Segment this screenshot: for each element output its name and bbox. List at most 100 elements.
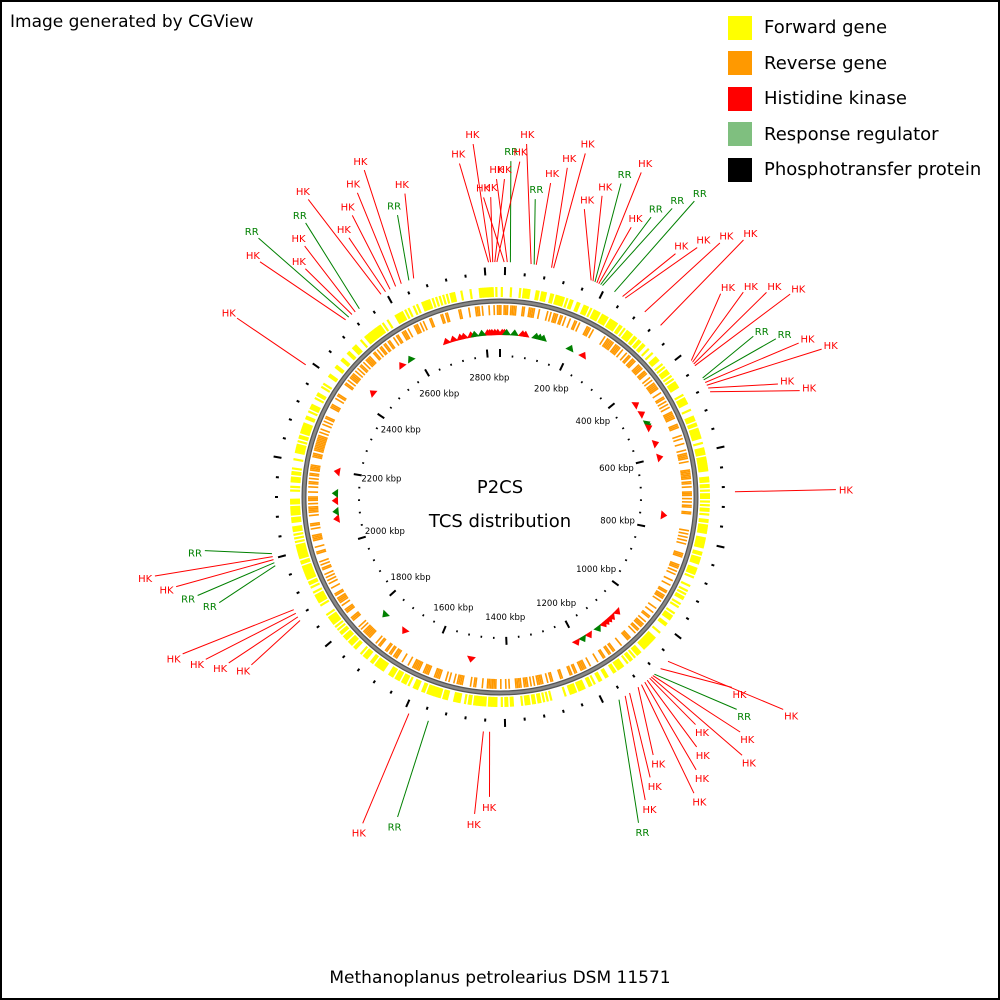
forward-gene	[633, 644, 642, 654]
reverse-gene	[388, 645, 396, 655]
forward-gene	[290, 478, 301, 482]
histidine-kinase-marker	[520, 330, 530, 338]
histidine-kinase-label: HK	[562, 154, 577, 165]
forward-gene	[442, 689, 447, 700]
response-regulator-callout-line	[614, 200, 695, 293]
forward-gene	[622, 330, 631, 341]
forward-gene	[378, 660, 387, 670]
kbp-minor-tick	[378, 569, 382, 573]
phosphotransfer-protein	[288, 418, 293, 421]
kbp-minor-tick	[603, 589, 607, 593]
reverse-gene	[336, 394, 346, 402]
histidine-kinase-label: HK	[580, 196, 595, 207]
reverse-gene	[444, 312, 450, 323]
reverse-gene	[672, 553, 683, 558]
reverse-gene	[319, 557, 330, 563]
forward-gene	[693, 544, 705, 549]
forward-gene	[521, 288, 526, 299]
kbp-minor-tick	[629, 547, 633, 550]
reverse-gene	[558, 668, 564, 679]
reverse-gene	[478, 306, 481, 317]
reverse-gene	[346, 605, 356, 614]
reverse-gene	[380, 345, 388, 355]
reverse-gene	[308, 480, 319, 484]
forward-gene	[395, 313, 403, 324]
kbp-major-tick	[635, 460, 644, 465]
reverse-gene	[647, 384, 657, 392]
reverse-gene	[474, 306, 478, 317]
forward-gene	[527, 288, 531, 300]
forward-gene	[604, 318, 613, 328]
legend-label: Reverse gene	[764, 52, 888, 74]
reverse-gene	[368, 629, 377, 639]
reverse-gene	[567, 665, 573, 676]
reverse-gene	[320, 428, 331, 434]
forward-gene	[520, 695, 524, 706]
backbone-ring-inner	[302, 299, 698, 695]
kbp-minor-tick	[416, 380, 420, 384]
histidine-kinase-label: HK	[353, 157, 368, 168]
forward-gene	[647, 630, 656, 640]
forward-gene	[542, 291, 548, 303]
reverse-gene	[610, 344, 619, 354]
forward-gene	[294, 450, 305, 456]
reverse-gene	[637, 371, 647, 380]
kbp-major-tick	[424, 368, 430, 377]
forward-gene	[391, 667, 399, 678]
forward-gene	[415, 303, 422, 314]
histidine-kinase-label: HK	[296, 187, 311, 198]
kbp-minor-tick	[547, 363, 550, 366]
forward-gene	[607, 664, 616, 674]
forward-gene	[424, 300, 431, 311]
reverse-gene	[535, 675, 539, 686]
phosphotransfer-protein	[580, 287, 584, 291]
reverse-gene	[516, 678, 519, 689]
forward-gene	[320, 385, 331, 393]
forward-gene	[374, 327, 382, 337]
forward-gene	[344, 630, 353, 640]
histidine-kinase-marker	[656, 453, 664, 463]
forward-gene	[690, 432, 701, 438]
forward-gene	[537, 693, 542, 704]
forward-gene	[478, 287, 482, 299]
forward-gene	[434, 687, 441, 698]
forward-gene	[302, 424, 313, 430]
reverse-gene	[627, 625, 637, 634]
forward-gene	[583, 305, 590, 316]
forward-gene	[303, 567, 314, 574]
histidine-kinase-marker	[644, 424, 653, 433]
histidine-kinase-label: HK	[802, 383, 817, 394]
reverse-gene	[345, 604, 355, 612]
forward-gene	[339, 625, 349, 634]
reverse-gene	[668, 424, 679, 431]
forward-gene	[571, 682, 578, 694]
forward-gene	[291, 517, 302, 522]
kbp-label: 1800 kbp	[391, 573, 431, 583]
forward-gene	[616, 658, 625, 668]
reverse-gene	[467, 307, 472, 318]
response-regulator-label: RR	[635, 828, 649, 839]
forward-gene	[294, 538, 305, 544]
reverse-gene	[655, 589, 666, 597]
forward-gene	[631, 339, 641, 349]
reverse-gene	[379, 346, 387, 356]
forward-gene	[354, 344, 363, 353]
reverse-gene	[411, 658, 418, 669]
reverse-gene	[603, 338, 611, 348]
forward-gene	[630, 647, 639, 657]
forward-gene	[463, 693, 468, 705]
forward-gene	[375, 658, 384, 668]
histidine-kinase-label: HK	[744, 282, 759, 293]
histidine-kinase-label: HK	[648, 782, 663, 793]
reverse-gene	[425, 664, 431, 675]
reverse-gene	[310, 526, 321, 530]
forward-gene	[660, 371, 670, 380]
kbp-minor-tick	[402, 598, 405, 602]
kbp-minor-tick	[580, 380, 584, 384]
histidine-kinase-callout-line	[652, 675, 741, 733]
forward-gene	[610, 322, 619, 332]
reverse-gene	[669, 426, 680, 432]
histidine-kinase-callout-line	[474, 731, 484, 815]
forward-gene	[699, 478, 710, 482]
forward-gene	[290, 509, 301, 513]
